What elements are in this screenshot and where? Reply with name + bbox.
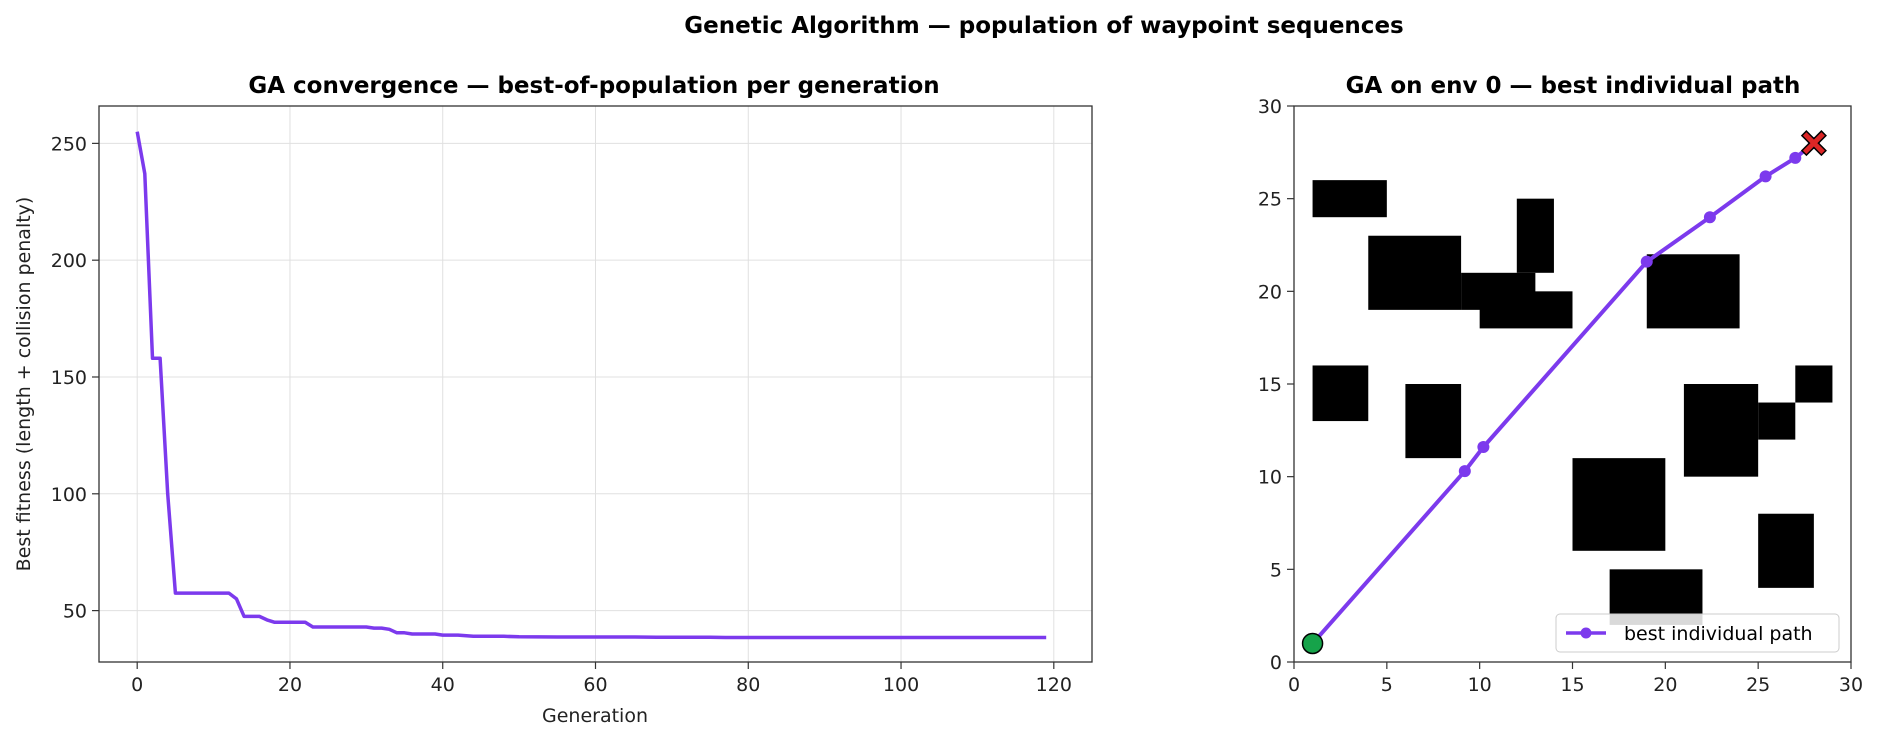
x-tick-label: 10 xyxy=(1468,674,1492,696)
convergence-y-axis-label: Best fitness (length + collision penalty… xyxy=(13,197,35,572)
legend-box xyxy=(1555,613,1840,653)
y-tick-label: 5 xyxy=(1270,559,1282,581)
obstacle xyxy=(1758,402,1796,440)
waypoint-marker xyxy=(1759,170,1772,183)
obstacle xyxy=(1646,254,1740,329)
waypoint-marker xyxy=(1703,211,1716,224)
obstacle xyxy=(1516,198,1554,273)
legend: best individual path xyxy=(1555,613,1840,653)
convergence-ticks: 0 20 40 60 80 100 120 50 100 150 200 250 xyxy=(51,133,1072,696)
x-tick-label: 60 xyxy=(583,674,607,696)
obstacle xyxy=(1312,180,1387,218)
obstacle xyxy=(1795,365,1833,403)
convergence-chart-title: GA convergence — best-of-population per … xyxy=(248,73,939,99)
y-tick-label: 25 xyxy=(1258,189,1282,211)
y-tick-label: 200 xyxy=(51,250,87,272)
y-tick-label: 50 xyxy=(63,601,87,623)
obstacle xyxy=(1405,384,1462,459)
convergence-grid xyxy=(99,106,1092,662)
x-tick-label: 15 xyxy=(1560,674,1584,696)
x-tick-label: 5 xyxy=(1381,674,1393,696)
path-layer xyxy=(1301,130,1827,655)
x-tick-label: 80 xyxy=(736,674,760,696)
y-tick-label: 10 xyxy=(1258,467,1282,489)
obstacle xyxy=(1368,235,1462,310)
x-tick-label: 40 xyxy=(431,674,455,696)
x-tick-label: 0 xyxy=(1288,674,1300,696)
y-tick-label: 15 xyxy=(1258,374,1282,396)
y-tick-label: 30 xyxy=(1258,96,1282,118)
convergence-line-layer xyxy=(135,131,1047,640)
obstacle-layer xyxy=(1312,180,1833,625)
x-tick-label: 120 xyxy=(1036,674,1072,696)
waypoint-marker xyxy=(1458,465,1471,478)
x-tick-label: 20 xyxy=(278,674,302,696)
obstacle xyxy=(1572,458,1666,551)
waypoint-marker xyxy=(1789,151,1802,164)
y-tick-label: 100 xyxy=(51,484,87,506)
convergence-x-axis-label: Generation xyxy=(542,705,648,727)
x-tick-label: 0 xyxy=(131,674,143,696)
x-tick-label: 20 xyxy=(1653,674,1677,696)
path-map-chart-title: GA on env 0 — best individual path xyxy=(1346,73,1801,99)
legend-entry-label: best individual path xyxy=(1624,623,1813,645)
goal-marker xyxy=(1800,130,1827,157)
y-tick-label: 20 xyxy=(1258,281,1282,303)
legend-marker-swatch xyxy=(1580,627,1592,639)
y-tick-label: 150 xyxy=(51,367,87,389)
x-tick-label: 100 xyxy=(883,674,919,696)
obstacle xyxy=(1758,513,1814,588)
waypoint-marker xyxy=(1477,441,1490,454)
obstacle xyxy=(1479,291,1573,329)
x-tick-label: 30 xyxy=(1839,674,1863,696)
path-map-chart: GA on env 0 — best individual path 0 5 10 1… xyxy=(1258,73,1863,696)
obstacle xyxy=(1312,365,1369,422)
best-fitness-series-line xyxy=(135,131,1047,640)
y-tick-label: 250 xyxy=(51,133,87,155)
waypoint-marker xyxy=(1640,255,1653,268)
convergence-chart: GA convergence — best-of-population per … xyxy=(13,73,1093,727)
figure-title: Genetic Algorithm — population of waypoi… xyxy=(684,13,1403,39)
x-tick-label: 25 xyxy=(1746,674,1770,696)
y-tick-label: 0 xyxy=(1270,652,1282,674)
obstacle xyxy=(1683,384,1759,477)
start-marker xyxy=(1301,632,1324,655)
path-map-ticks: 0 5 10 15 20 25 30 0 5 10 15 20 25 30 xyxy=(1258,96,1863,696)
